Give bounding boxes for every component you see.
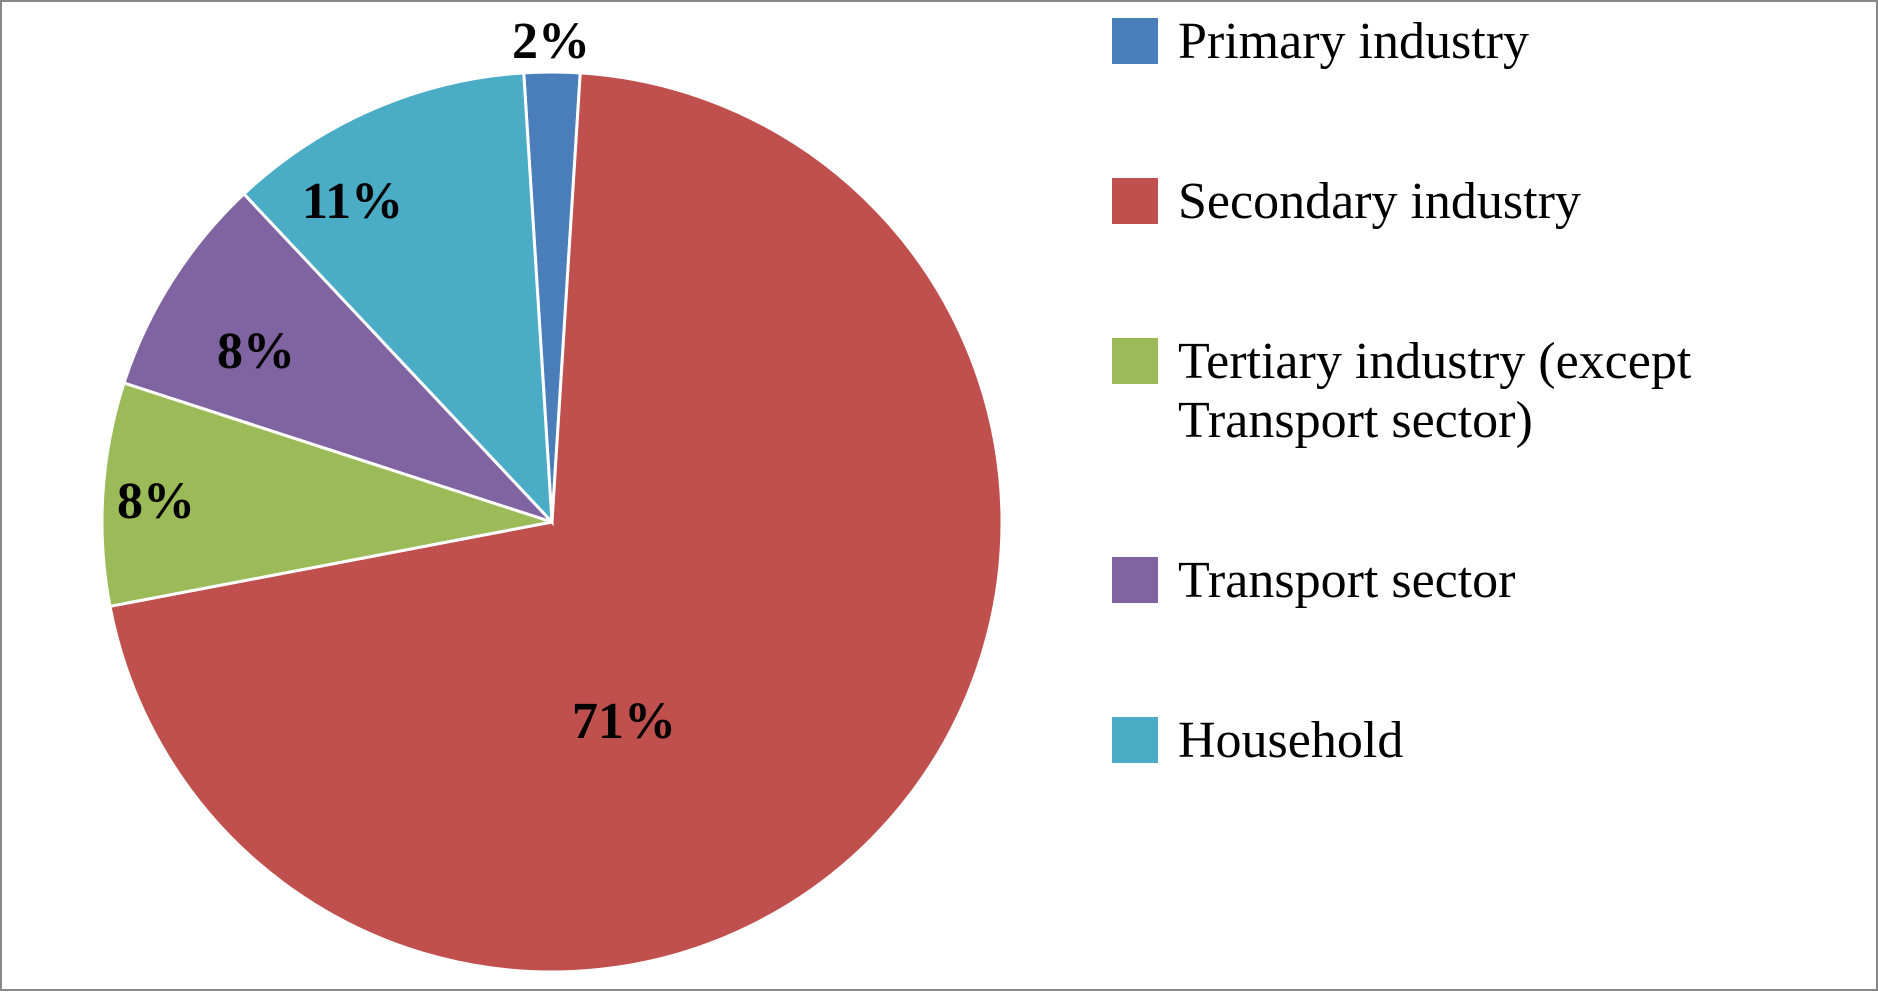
legend-swatch-primary [1112,18,1158,64]
legend-item-secondary: Secondary industry [1112,172,1862,232]
legend-label-primary: Primary industry [1178,12,1529,72]
legend-item-transport: Transport sector [1112,551,1862,611]
slice-label-household: 11% [302,172,403,231]
legend-label-secondary: Secondary industry [1178,172,1581,232]
legend-swatch-transport [1112,557,1158,603]
pie-chart-area: 2% 71% 8% 8% 11% [2,2,1102,989]
legend-label-household: Household [1178,711,1403,771]
legend-item-primary: Primary industry [1112,12,1862,72]
legend-label-transport: Transport sector [1178,551,1516,611]
legend-swatch-tertiary [1112,338,1158,384]
slice-label-secondary: 71% [572,692,676,751]
legend-swatch-household [1112,717,1158,763]
chart-legend: Primary industry Secondary industry Tertia… [1112,12,1862,771]
legend-swatch-secondary [1112,178,1158,224]
slice-label-tertiary: 8% [117,472,195,531]
chart-container: 2% 71% 8% 8% 11% Primary industry Secondary i… [0,0,1878,991]
legend-label-tertiary: Tertiary industry (except Transport sect… [1178,332,1862,452]
slice-label-transport: 8% [217,322,295,381]
pie-slices-group [102,72,1002,972]
legend-item-household: Household [1112,711,1862,771]
legend-item-tertiary: Tertiary industry (except Transport sect… [1112,332,1862,452]
slice-label-primary: 2% [512,12,590,71]
